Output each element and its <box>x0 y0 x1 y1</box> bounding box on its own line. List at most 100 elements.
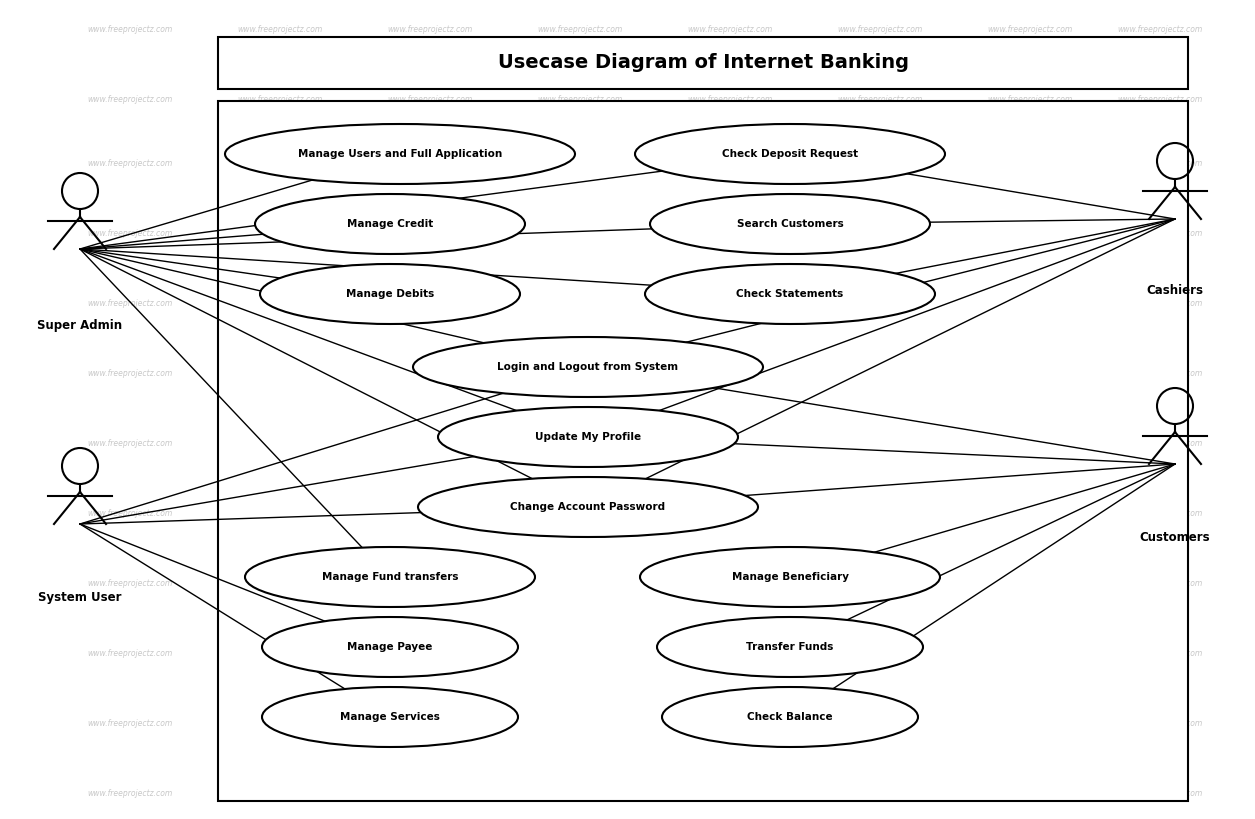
Text: www.freeprojectz.com: www.freeprojectz.com <box>988 790 1073 799</box>
Text: www.freeprojectz.com: www.freeprojectz.com <box>688 160 773 169</box>
Text: www.freeprojectz.com: www.freeprojectz.com <box>388 160 473 169</box>
Text: www.freeprojectz.com: www.freeprojectz.com <box>537 440 622 449</box>
Text: www.freeprojectz.com: www.freeprojectz.com <box>1117 790 1202 799</box>
Text: www.freeprojectz.com: www.freeprojectz.com <box>388 369 473 378</box>
Text: Manage Debits: Manage Debits <box>346 289 434 299</box>
Text: www.freeprojectz.com: www.freeprojectz.com <box>837 94 922 103</box>
Ellipse shape <box>658 617 922 677</box>
Text: www.freeprojectz.com: www.freeprojectz.com <box>237 440 323 449</box>
Text: www.freeprojectz.com: www.freeprojectz.com <box>537 580 622 589</box>
Text: Super Admin: Super Admin <box>38 319 123 332</box>
Text: www.freeprojectz.com: www.freeprojectz.com <box>988 509 1073 518</box>
Text: www.freeprojectz.com: www.freeprojectz.com <box>688 649 773 658</box>
Ellipse shape <box>661 687 917 747</box>
Ellipse shape <box>245 547 535 607</box>
Text: www.freeprojectz.com: www.freeprojectz.com <box>837 369 922 378</box>
Text: www.freeprojectz.com: www.freeprojectz.com <box>688 580 773 589</box>
Text: www.freeprojectz.com: www.freeprojectz.com <box>88 369 173 378</box>
Text: www.freeprojectz.com: www.freeprojectz.com <box>537 229 622 238</box>
Text: www.freeprojectz.com: www.freeprojectz.com <box>988 229 1073 238</box>
Text: www.freeprojectz.com: www.freeprojectz.com <box>88 720 173 728</box>
Text: www.freeprojectz.com: www.freeprojectz.com <box>88 94 173 103</box>
Text: www.freeprojectz.com: www.freeprojectz.com <box>237 94 323 103</box>
Text: www.freeprojectz.com: www.freeprojectz.com <box>988 94 1073 103</box>
Text: www.freeprojectz.com: www.freeprojectz.com <box>688 440 773 449</box>
Text: Manage Services: Manage Services <box>340 712 441 722</box>
Ellipse shape <box>413 337 763 397</box>
Text: www.freeprojectz.com: www.freeprojectz.com <box>88 580 173 589</box>
Text: Manage Fund transfers: Manage Fund transfers <box>321 572 458 582</box>
Text: www.freeprojectz.com: www.freeprojectz.com <box>537 160 622 169</box>
Text: www.freeprojectz.com: www.freeprojectz.com <box>537 369 622 378</box>
Ellipse shape <box>262 617 518 677</box>
Text: www.freeprojectz.com: www.freeprojectz.com <box>88 790 173 799</box>
Text: www.freeprojectz.com: www.freeprojectz.com <box>1117 509 1202 518</box>
Text: Update My Profile: Update My Profile <box>535 432 641 442</box>
Text: www.freeprojectz.com: www.freeprojectz.com <box>388 790 473 799</box>
Text: www.freeprojectz.com: www.freeprojectz.com <box>988 369 1073 378</box>
Text: www.freeprojectz.com: www.freeprojectz.com <box>388 440 473 449</box>
Text: www.freeprojectz.com: www.freeprojectz.com <box>837 649 922 658</box>
Text: www.freeprojectz.com: www.freeprojectz.com <box>1117 94 1202 103</box>
Text: www.freeprojectz.com: www.freeprojectz.com <box>988 649 1073 658</box>
Ellipse shape <box>225 124 575 184</box>
Text: www.freeprojectz.com: www.freeprojectz.com <box>237 229 323 238</box>
Text: www.freeprojectz.com: www.freeprojectz.com <box>688 229 773 238</box>
Text: www.freeprojectz.com: www.freeprojectz.com <box>237 720 323 728</box>
Text: www.freeprojectz.com: www.freeprojectz.com <box>688 790 773 799</box>
Text: www.freeprojectz.com: www.freeprojectz.com <box>988 720 1073 728</box>
Text: www.freeprojectz.com: www.freeprojectz.com <box>1117 369 1202 378</box>
Text: www.freeprojectz.com: www.freeprojectz.com <box>1117 720 1202 728</box>
Text: Check Balance: Check Balance <box>747 712 833 722</box>
Text: www.freeprojectz.com: www.freeprojectz.com <box>237 649 323 658</box>
Text: www.freeprojectz.com: www.freeprojectz.com <box>837 160 922 169</box>
Text: Transfer Funds: Transfer Funds <box>747 642 833 652</box>
Ellipse shape <box>418 477 758 537</box>
Text: www.freeprojectz.com: www.freeprojectz.com <box>988 440 1073 449</box>
Text: www.freeprojectz.com: www.freeprojectz.com <box>1117 580 1202 589</box>
Text: Manage Credit: Manage Credit <box>346 219 433 229</box>
Bar <box>218 37 1188 89</box>
Text: www.freeprojectz.com: www.freeprojectz.com <box>837 720 922 728</box>
Ellipse shape <box>640 547 940 607</box>
Ellipse shape <box>645 264 935 324</box>
Text: Manage Beneficiary: Manage Beneficiary <box>732 572 848 582</box>
Text: www.freeprojectz.com: www.freeprojectz.com <box>1117 649 1202 658</box>
Text: www.freeprojectz.com: www.freeprojectz.com <box>537 649 622 658</box>
Text: www.freeprojectz.com: www.freeprojectz.com <box>1117 160 1202 169</box>
Text: www.freeprojectz.com: www.freeprojectz.com <box>1117 440 1202 449</box>
Text: www.freeprojectz.com: www.freeprojectz.com <box>988 25 1073 34</box>
Text: www.freeprojectz.com: www.freeprojectz.com <box>237 790 323 799</box>
Text: www.freeprojectz.com: www.freeprojectz.com <box>388 509 473 518</box>
Text: www.freeprojectz.com: www.freeprojectz.com <box>537 720 622 728</box>
Text: www.freeprojectz.com: www.freeprojectz.com <box>688 94 773 103</box>
Text: www.freeprojectz.com: www.freeprojectz.com <box>837 25 922 34</box>
Text: www.freeprojectz.com: www.freeprojectz.com <box>837 229 922 238</box>
Ellipse shape <box>255 194 525 254</box>
Text: www.freeprojectz.com: www.freeprojectz.com <box>988 580 1073 589</box>
Text: Change Account Password: Change Account Password <box>511 502 665 512</box>
Text: www.freeprojectz.com: www.freeprojectz.com <box>88 25 173 34</box>
Text: Login and Logout from System: Login and Logout from System <box>497 362 679 372</box>
Text: Usecase Diagram of Internet Banking: Usecase Diagram of Internet Banking <box>497 53 909 73</box>
Text: www.freeprojectz.com: www.freeprojectz.com <box>237 300 323 309</box>
Text: www.freeprojectz.com: www.freeprojectz.com <box>688 509 773 518</box>
Text: www.freeprojectz.com: www.freeprojectz.com <box>837 580 922 589</box>
Text: www.freeprojectz.com: www.freeprojectz.com <box>988 300 1073 309</box>
Text: System User: System User <box>38 591 122 604</box>
Text: www.freeprojectz.com: www.freeprojectz.com <box>837 790 922 799</box>
Text: Manage Users and Full Application: Manage Users and Full Application <box>297 149 502 159</box>
Text: www.freeprojectz.com: www.freeprojectz.com <box>1117 300 1202 309</box>
Text: www.freeprojectz.com: www.freeprojectz.com <box>388 580 473 589</box>
Text: www.freeprojectz.com: www.freeprojectz.com <box>388 649 473 658</box>
Text: www.freeprojectz.com: www.freeprojectz.com <box>837 440 922 449</box>
Text: www.freeprojectz.com: www.freeprojectz.com <box>837 509 922 518</box>
Text: www.freeprojectz.com: www.freeprojectz.com <box>88 300 173 309</box>
Text: Cashiers: Cashiers <box>1147 284 1204 297</box>
Text: www.freeprojectz.com: www.freeprojectz.com <box>88 649 173 658</box>
Text: www.freeprojectz.com: www.freeprojectz.com <box>237 509 323 518</box>
Text: www.freeprojectz.com: www.freeprojectz.com <box>237 160 323 169</box>
Text: www.freeprojectz.com: www.freeprojectz.com <box>537 25 622 34</box>
Text: www.freeprojectz.com: www.freeprojectz.com <box>237 25 323 34</box>
Text: www.freeprojectz.com: www.freeprojectz.com <box>88 440 173 449</box>
